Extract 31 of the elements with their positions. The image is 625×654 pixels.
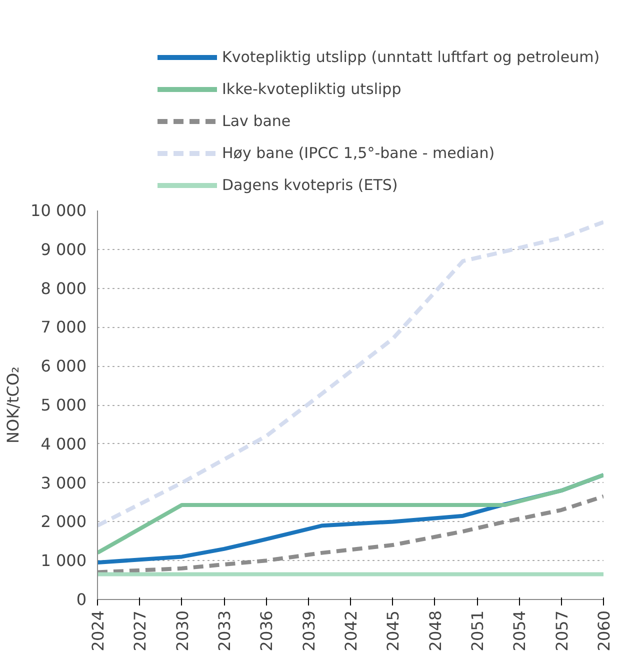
legend-label: Lav bane	[222, 112, 291, 130]
x-tick-label: 2030	[172, 610, 192, 652]
y-tick-label: 4 000	[40, 434, 87, 454]
y-tick-label: 3 000	[40, 473, 87, 492]
x-tick-label: 2057	[552, 610, 572, 652]
legend-label: Dagens kvotepris (ETS)	[222, 176, 398, 194]
line-series	[98, 220, 604, 528]
x-tick-label: 2036	[257, 610, 276, 652]
y-tick-label: 9 000	[40, 240, 87, 259]
y-tick-label: 8 000	[40, 278, 87, 298]
x-tick-label: 2027	[130, 610, 150, 652]
y-tick-label: 2 000	[40, 512, 87, 532]
x-tick-label: 2024	[88, 610, 108, 652]
x-tick-label: 2060	[594, 610, 614, 652]
x-tick-label: 2033	[215, 610, 234, 652]
x-tick-label: 2042	[342, 610, 360, 652]
x-tick-label: 2051	[468, 610, 487, 652]
x-tick-label: 2039	[299, 610, 318, 652]
y-tick-label: 6 000	[40, 356, 87, 376]
legend-label: Kvotepliktig utslipp (unntatt luftfart og petroleum)	[222, 48, 600, 66]
y-tick-label: 1 000	[40, 551, 87, 570]
y-tick-label: 5 000	[40, 396, 87, 414]
y-axis-title: NOK/tCO₂	[4, 366, 23, 444]
y-tick-label: 7 000	[40, 318, 87, 337]
y-tick-label: 0	[76, 590, 87, 609]
x-tick-label: 2054	[510, 610, 530, 652]
y-tick-label: 10 000	[30, 201, 86, 220]
x-tick-label: 2045	[384, 610, 403, 652]
x-tick-label: 2048	[426, 610, 445, 652]
legend-label: Høy bane (IPCC 1,5°-bane - median)	[222, 144, 495, 162]
legend-label: Ikke-kvotepliktig utslipp	[222, 80, 402, 98]
